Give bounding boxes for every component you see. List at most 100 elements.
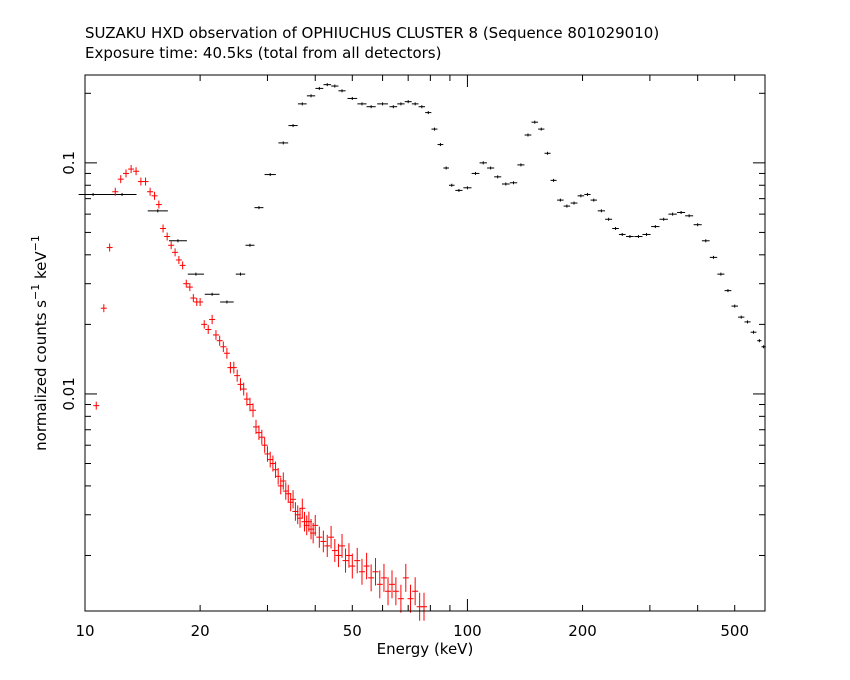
data-point [280, 472, 287, 490]
data-point [288, 124, 298, 128]
data-point [324, 534, 331, 557]
data-point [147, 187, 154, 196]
data-point [418, 105, 426, 109]
data-point [78, 192, 108, 196]
data-point [385, 577, 392, 606]
data-point [269, 455, 276, 472]
data-point [253, 419, 260, 435]
data-point [168, 241, 175, 250]
data-point [731, 304, 738, 308]
data-point [216, 335, 223, 346]
data-point [349, 553, 356, 579]
data-point [701, 239, 710, 243]
data-point [443, 166, 449, 170]
data-point [220, 341, 227, 353]
data-point [335, 543, 342, 568]
data-point [402, 563, 409, 592]
data-point [331, 539, 338, 563]
data-point [677, 210, 686, 214]
data-point [357, 102, 367, 106]
data-point [122, 169, 129, 178]
data-point [220, 300, 234, 304]
data-point [272, 461, 279, 478]
data-point [338, 89, 346, 93]
data-point [209, 314, 216, 325]
data-point [175, 255, 182, 264]
data-point [404, 100, 412, 104]
data-point [750, 330, 757, 334]
data-point [312, 514, 319, 536]
data-point [550, 178, 557, 182]
data-point [246, 397, 253, 412]
data-point [517, 163, 525, 167]
data-point [597, 209, 605, 213]
x-tick-label: 100 [453, 622, 482, 640]
data-point [155, 200, 162, 209]
data-point [407, 584, 414, 613]
y-tick-label: 0.1 [60, 151, 78, 175]
data-point [388, 570, 395, 599]
data-point [376, 570, 383, 599]
data-point [347, 96, 358, 100]
data-point [693, 223, 702, 227]
data-point [240, 382, 247, 396]
series-0 [78, 83, 766, 349]
data-point [197, 297, 204, 306]
data-point [339, 534, 346, 558]
data-point [397, 102, 405, 106]
x-tick-label: 50 [343, 622, 362, 640]
data-point [345, 543, 352, 568]
data-point [172, 248, 179, 257]
data-point [187, 272, 205, 276]
y-axis-ticks: 0.01 0.1 [60, 92, 765, 556]
x-tick-label: 10 [75, 622, 94, 640]
data-point [299, 498, 306, 518]
data-point [544, 151, 551, 155]
data-point [255, 425, 262, 440]
data-point [642, 232, 651, 236]
data-point [577, 194, 585, 198]
x-tick-label: 500 [720, 622, 749, 640]
data-series-layer [78, 83, 766, 621]
x-axis-label: Energy (keV) [377, 640, 474, 658]
data-point [245, 243, 255, 247]
data-point [277, 477, 284, 495]
data-point [668, 212, 677, 216]
data-point [342, 548, 349, 573]
x-tick-label: 200 [568, 622, 597, 640]
data-point [411, 102, 419, 106]
data-point [205, 325, 212, 334]
data-point [366, 105, 376, 109]
data-point [538, 127, 545, 131]
x-tick-label: 20 [191, 622, 210, 640]
data-point [563, 204, 571, 208]
data-point [397, 584, 404, 613]
data-point [316, 526, 323, 548]
data-point [634, 235, 643, 239]
data-point [290, 490, 297, 509]
data-point [605, 217, 613, 221]
data-point [112, 187, 119, 196]
data-point [297, 102, 307, 106]
data-point [186, 283, 193, 292]
data-point [151, 191, 158, 200]
data-point [494, 175, 502, 179]
y-axis-label: normalized counts s−1 keV−1 [29, 235, 50, 451]
data-point [471, 171, 480, 175]
data-point [448, 183, 455, 187]
y-tick-label: 0.01 [60, 377, 78, 410]
data-point [261, 437, 268, 453]
data-point [363, 552, 370, 580]
data-point [278, 141, 289, 145]
data-point [724, 289, 732, 293]
data-point [380, 563, 387, 592]
data-point [100, 304, 107, 313]
data-point [618, 232, 626, 236]
chart-title: SUZAKU HXD observation of OPHIUCHUS CLUS… [85, 24, 659, 42]
data-point [757, 339, 762, 343]
data-point [315, 86, 324, 90]
data-point [524, 133, 532, 137]
data-point [267, 451, 274, 468]
data-point [160, 224, 167, 233]
